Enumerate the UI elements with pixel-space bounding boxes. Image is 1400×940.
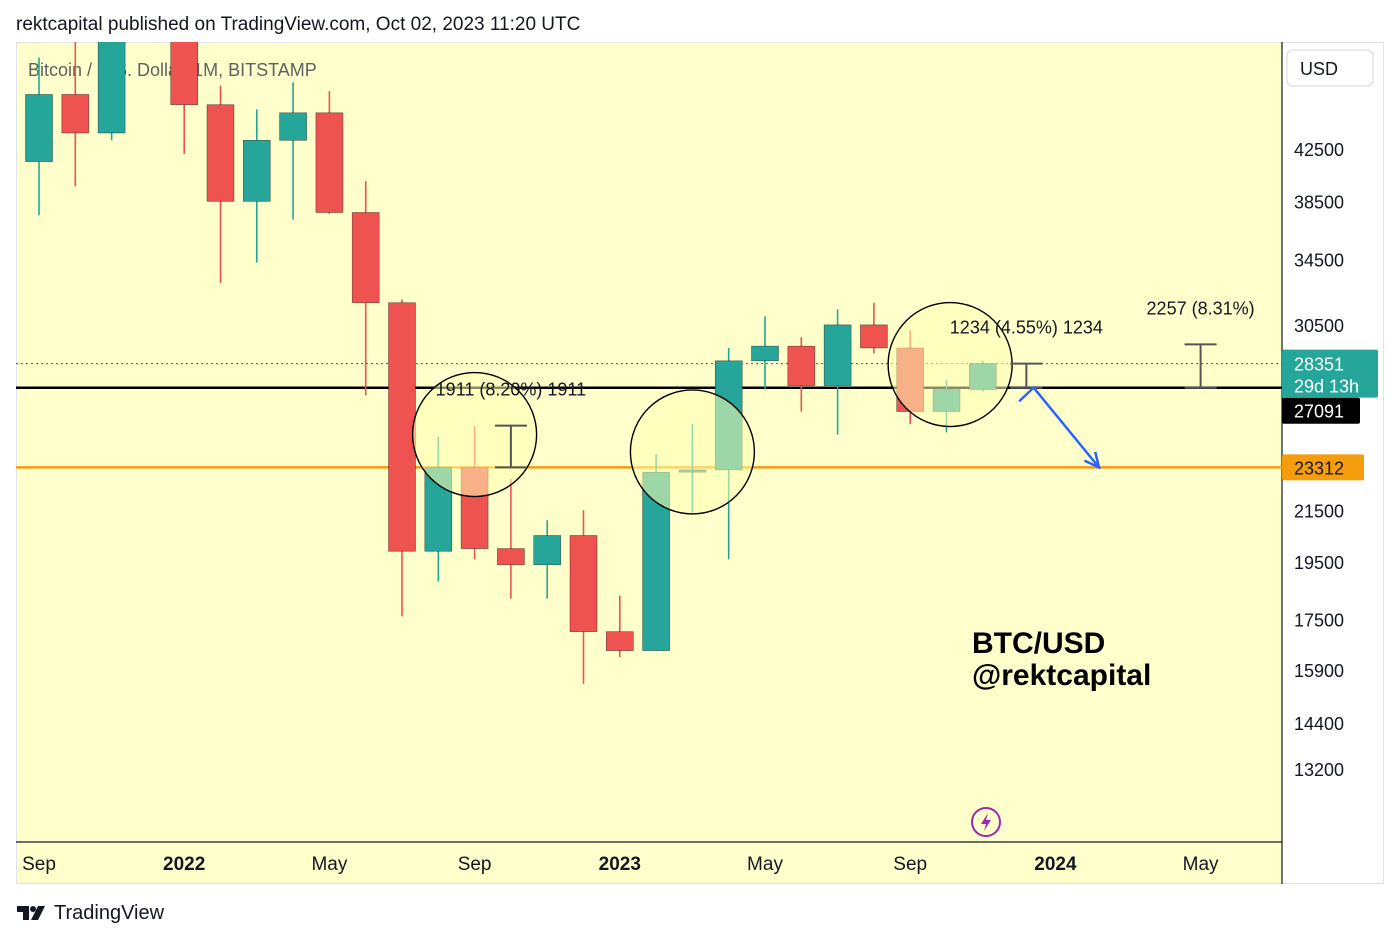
- x-tick-Sep-0: Sep: [22, 854, 56, 875]
- currency-button-label[interactable]: USD: [1300, 59, 1338, 79]
- x-tick-2024-28: 2024: [1034, 854, 1077, 875]
- highlight-circle-0: [411, 371, 538, 498]
- publish-header: rektcapital published on TradingView.com…: [16, 14, 581, 35]
- currency-button[interactable]: [1286, 49, 1374, 87]
- candle-body-2023-04: [751, 345, 779, 362]
- candle-body-2021-08: [25, 94, 53, 162]
- y-tick-19500: 19500: [1294, 553, 1344, 573]
- highlight-circle-1: [629, 389, 756, 515]
- y-tick-21500: 21500: [1294, 501, 1344, 521]
- chart-area[interactable]: Bitcoin / U.S. Dollar, 1M, BITSTAMP1911 …: [16, 42, 1384, 884]
- candle-body-2022-06: [388, 302, 416, 552]
- tradingview-logo-icon: [17, 906, 45, 920]
- candle-body-2022-05: [351, 212, 380, 304]
- chart-watermark: BTC/USD @rektcapital: [972, 628, 1151, 692]
- x-tick-2022-4: 2022: [163, 854, 205, 875]
- candle-body-2023-06: [823, 324, 852, 386]
- candle-body-2022-01: [206, 104, 235, 202]
- candle-countdown: 29d 13h: [1294, 377, 1359, 397]
- level-price-label: [1282, 397, 1360, 424]
- candle-body-2022-02: [243, 139, 271, 202]
- candle-body-2023-05: [787, 345, 816, 386]
- measure-label-4: 1234 (4.55%) 1234: [950, 318, 1103, 338]
- y-tick-17500: 17500: [1294, 610, 1344, 630]
- footer[interactable]: TradingView: [16, 900, 164, 926]
- support-price-value: 23312: [1294, 458, 1344, 478]
- candle-body-2022-10: [533, 535, 562, 566]
- x-tick-May-32: May: [1183, 854, 1219, 875]
- level-price-value: 27091: [1294, 402, 1344, 422]
- projection-arrowhead: [1083, 451, 1101, 470]
- projection-arrow: [1018, 385, 1100, 469]
- candle-body-2021-09: [61, 94, 90, 134]
- candle-body-2021-10: [97, 42, 126, 134]
- candle-body-2021-12: [170, 42, 198, 106]
- y-tick-38500: 38500: [1294, 192, 1344, 212]
- candle-body-2022-11: [569, 535, 598, 632]
- x-tick-Sep-12: Sep: [458, 854, 492, 875]
- support-price-label: [1282, 454, 1364, 481]
- y-tick-14400: 14400: [1294, 714, 1344, 734]
- candle-body-2022-12: [605, 631, 634, 651]
- plot-layer: 1911 (8.20%) 1911 1234 (4.55%) 1234 2257 (…: [16, 42, 1282, 684]
- current-price-label: [1282, 349, 1378, 398]
- y-tick-42500: 42500: [1294, 140, 1344, 160]
- y-tick-34500: 34500: [1294, 251, 1344, 271]
- x-tick-May-20: May: [747, 854, 783, 875]
- candle-body-2023-07: [860, 324, 888, 349]
- measure-label-3: 1911 (8.20%) 1911: [436, 380, 586, 400]
- current-price-value: 28351: [1294, 355, 1344, 375]
- watermark-author: @rektcapital: [972, 659, 1152, 692]
- x-tick-May-8: May: [311, 854, 347, 875]
- lightning-bolt: [981, 813, 991, 831]
- y-tick-15900: 15900: [1294, 661, 1344, 681]
- watermark-symbol: BTC/USD: [972, 627, 1106, 660]
- time-axis-background: [16, 842, 1282, 884]
- candle-body-2022-03: [279, 112, 307, 141]
- chart-border: [16, 42, 1384, 884]
- y-tick-30500: 30500: [1294, 316, 1344, 336]
- x-tick-Sep-24: Sep: [893, 854, 927, 875]
- lightning-icon[interactable]: [971, 807, 1001, 837]
- candle-body-2022-04: [315, 112, 344, 213]
- x-tick-2023-16: 2023: [599, 854, 641, 875]
- candlestick-chart[interactable]: Bitcoin / U.S. Dollar, 1M, BITSTAMP1911 …: [16, 42, 1384, 884]
- candle-body-2022-09: [497, 548, 525, 566]
- y-tick-13200: 13200: [1294, 760, 1344, 780]
- brand-name: TradingView: [54, 901, 165, 924]
- measure-label-5: 2257 (8.31%): [1147, 298, 1255, 318]
